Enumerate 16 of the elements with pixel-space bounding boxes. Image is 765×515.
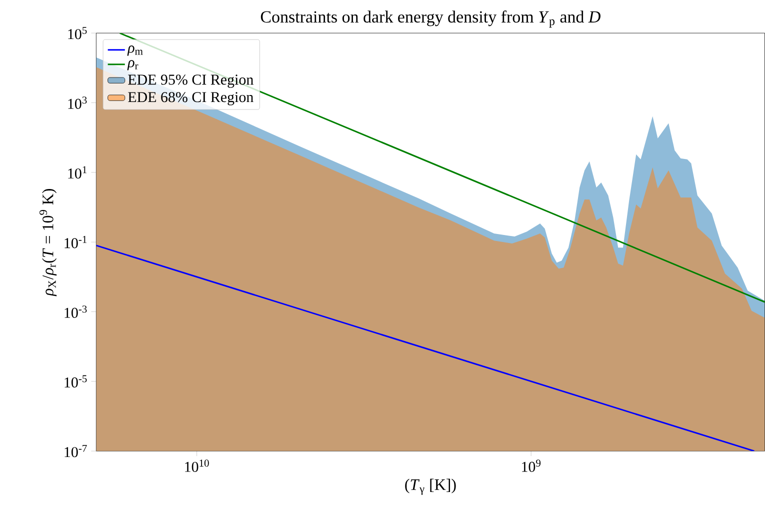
y-tick-label: 10$^{-7}$ — [64, 444, 87, 458]
text: ρ$_{X}$/ρ$_{r}$(T = 10$^{9}$ K) — [40, 188, 57, 296]
x-tick-label: 10$^{10}$ — [185, 460, 209, 472]
y-tick-label: 10$^{5}$ — [68, 26, 87, 40]
legend-label: EDE 95% CI Region — [128, 74, 254, 88]
y-tick-label: 10$^{-5}$ — [64, 375, 87, 388]
x-axis-title: (T$_{γ}$ [K]) — [405, 478, 456, 495]
legend-label: EDE 68% CI Region — [128, 92, 254, 106]
legend-label: ρ$_{m}$ — [127, 45, 143, 56]
legend-label: ρ$_{r}$ — [127, 60, 138, 70]
y-tick-label: 10$^{1}$ — [68, 166, 87, 178]
chart-title: Constraints on dark energy density from Y$_{p}$ and D — [260, 10, 600, 28]
y-tick-label: 10$^{3}$ — [68, 96, 87, 109]
y-tick-label: 10$^{-3}$ — [64, 305, 87, 318]
x-tick-label: 10$^{9}$ — [522, 460, 541, 472]
y-tick-label: 10$^{-1}$ — [64, 236, 87, 248]
